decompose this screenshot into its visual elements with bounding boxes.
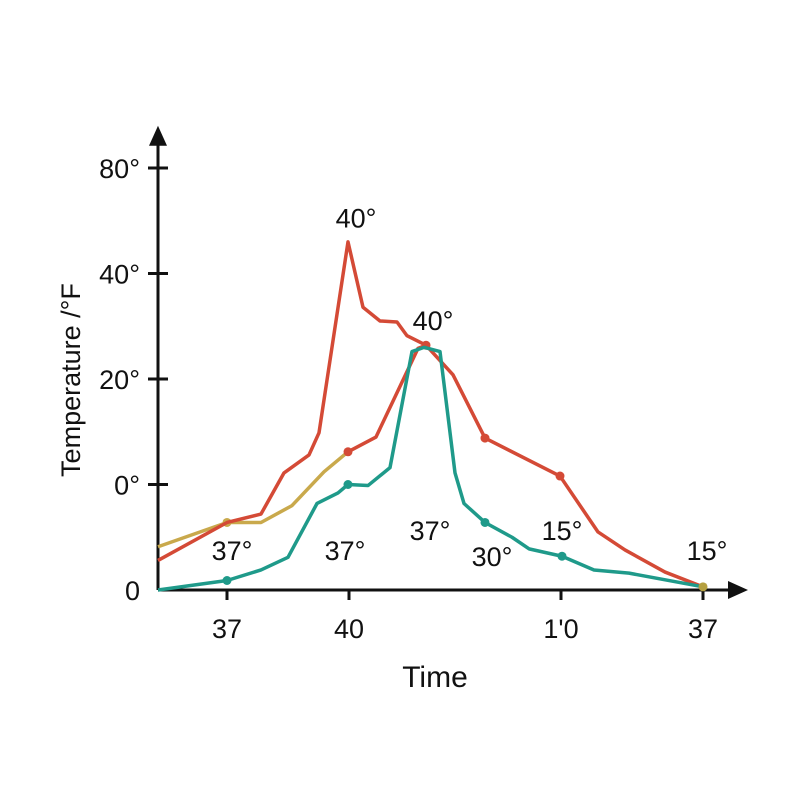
y-tick-label: 40° <box>99 260 140 290</box>
data-label: 40° <box>413 306 454 336</box>
data-point <box>480 517 490 527</box>
axes: 37 40 1'0 37 0 0° 20° 40° 80° <box>99 125 748 644</box>
data-point <box>343 480 353 489</box>
data-point <box>557 551 567 561</box>
data-label: 37° <box>325 536 366 566</box>
series-line <box>157 345 704 592</box>
data-point <box>555 471 565 481</box>
x-axis-arrow-icon <box>728 581 748 599</box>
data-point <box>698 582 708 592</box>
x-tick-label: 37 <box>212 614 242 644</box>
y-axis-arrow-icon <box>149 125 167 146</box>
x-tick-label: 1'0 <box>543 614 578 644</box>
data-label: 37° <box>410 516 451 546</box>
annotations: 40° 40° 37° 37° 37° 30° 15° 15° <box>212 204 728 573</box>
data-label: 40° <box>336 204 377 234</box>
series-line <box>347 343 427 454</box>
data-label: 15° <box>687 536 728 566</box>
y-tick-label: 0 <box>125 576 140 606</box>
y-tick-label: 80° <box>99 154 140 184</box>
y-axis-label: Temperature /°F <box>56 283 86 477</box>
y-tick-label: 0° <box>114 471 140 501</box>
data-point <box>222 576 232 586</box>
data-label: 30° <box>472 542 513 572</box>
data-label: 15° <box>542 516 583 546</box>
series-layer <box>157 240 708 592</box>
x-tick-label: 37 <box>688 614 718 644</box>
series-line <box>157 450 350 549</box>
x-axis-label: Time <box>402 661 468 694</box>
data-point <box>480 433 490 443</box>
data-label: 37° <box>212 536 253 566</box>
x-tick-label: 40 <box>334 614 364 644</box>
y-tick-label: 20° <box>99 365 140 395</box>
data-point <box>343 447 353 457</box>
series-line <box>157 240 704 589</box>
